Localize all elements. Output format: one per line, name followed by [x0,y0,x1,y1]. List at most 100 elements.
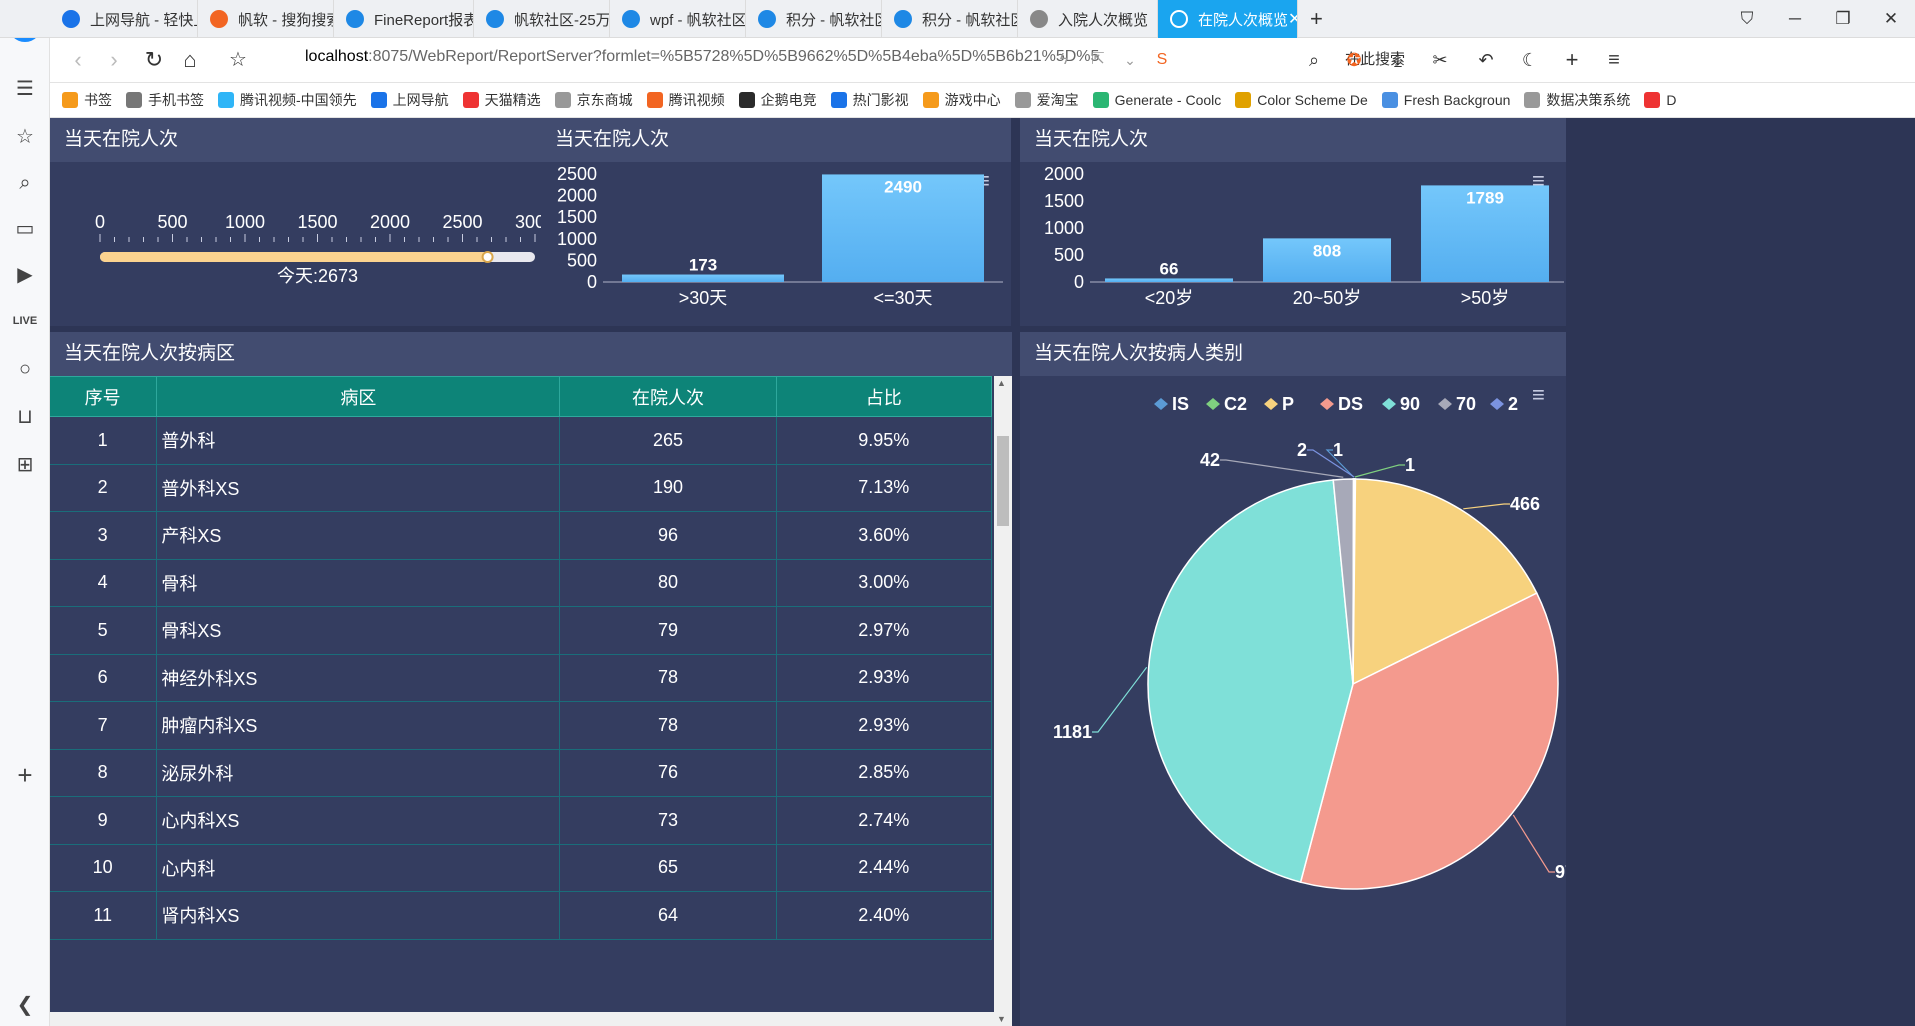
bookmark-item[interactable]: 企鹅电竞 [738,90,817,110]
bar[interactable] [1421,185,1549,282]
share-icon[interactable]: ⇱ [1091,51,1105,68]
column-header[interactable]: 在院人次 [559,376,777,417]
close-tab-icon[interactable]: ✕ [1288,9,1297,29]
table-row[interactable]: 10 心内科 65 2.44% [50,843,993,892]
game-icon[interactable]: ✪ [1346,50,1362,70]
bookmark-item[interactable]: D [1644,92,1677,108]
pie-slice[interactable] [1299,592,1559,890]
undo-icon[interactable]: ↶ [1478,50,1494,70]
tab-6[interactable]: 积分 - 帆软社区 [746,0,882,38]
bar[interactable] [822,174,984,282]
collapse-icon[interactable]: ❮ [16,994,34,1016]
new-tab-button[interactable]: + [1310,6,1323,31]
chevron-down-icon[interactable]: ⌄ [1124,52,1136,68]
scroll-down-icon[interactable]: ▼ [997,1014,1006,1024]
tab-1[interactable]: 上网导航 - 轻快上 [50,0,198,38]
bar[interactable] [1105,278,1233,282]
legend-label[interactable]: C2 [1224,394,1247,414]
pie-slice[interactable] [1352,478,1356,685]
column-header[interactable]: 病区 [156,376,561,417]
restore-icon[interactable]: ❐ [1835,9,1851,28]
table-row[interactable]: 6 神经外科XS 78 2.93% [50,653,993,702]
cart-icon[interactable]: ⊔ [17,406,33,428]
book-icon[interactable]: ▭ [15,218,35,240]
table-row[interactable]: 11 肾内科XS 64 2.40% [50,891,993,940]
table-row[interactable]: 5 骨科XS 79 2.97% [50,606,993,655]
table-row[interactable]: 8 泌尿外科 76 2.85% [50,748,993,797]
bookmark-item[interactable]: 腾讯视频-中国领先 [218,90,357,110]
bookmark-item[interactable]: Generate - Coolc [1092,92,1221,108]
reading-list-icon[interactable]: ☰ [16,78,34,100]
vertical-scrollbar[interactable]: ▲ ▼ [994,376,1012,1026]
video-icon[interactable]: ▶ [17,264,33,286]
legend-label[interactable]: DS [1338,394,1363,414]
table-row[interactable]: 4 骨科 80 3.00% [50,558,993,607]
bar[interactable] [622,274,784,282]
search-icon[interactable]: ⌕ [19,172,31,194]
shirt-icon[interactable]: ⛉ [1740,9,1754,28]
legend-marker[interactable] [1382,398,1396,410]
table-row[interactable]: 2 普外科XS 190 7.13% [50,463,993,512]
bookmark-item[interactable]: 爱淘宝 [1014,90,1079,110]
legend-label[interactable]: 90 [1400,394,1420,414]
sogou-engine-icon[interactable]: S [1156,51,1168,68]
tab-9[interactable]: 在院人次概览✕ [1158,0,1298,38]
bookmark-star-icon[interactable]: ☆ [229,49,247,71]
pie-slice[interactable] [1352,478,1538,686]
url-field[interactable]: localhost:8075/WebReport/ReportServer?fo… [305,48,1265,72]
legend-marker[interactable] [1320,398,1334,410]
bookmark-item[interactable]: 热门影视 [830,90,909,110]
tab-7[interactable]: 积分 - 帆软社区 [882,0,1018,38]
tab-4[interactable]: 帆软社区-25万报 [474,0,610,38]
gauge-handle[interactable] [481,251,494,263]
new-tab-icon[interactable]: + [1565,47,1579,72]
bookmark-item[interactable]: Fresh Backgroun [1381,92,1510,108]
tab-2[interactable]: 帆软 - 搜狗搜索 [198,0,334,38]
menu-icon[interactable]: ≡ [1608,49,1620,71]
lightning-icon[interactable]: ϟ [1059,51,1069,68]
table-row[interactable]: 7 肿瘤内科XS 78 2.93% [50,701,993,750]
live-icon[interactable]: LIVE [12,315,38,327]
moon-icon[interactable]: ☾ [1521,50,1539,70]
legend-marker[interactable] [1264,398,1278,410]
refresh-icon[interactable]: ↻ [144,47,164,72]
legend-label[interactable]: P [1282,394,1294,414]
bookmark-item[interactable]: 上网导航 [370,90,449,110]
table-row[interactable]: 1 普外科 265 9.95% [50,416,993,465]
tab-8[interactable]: 入院人次概览 [1018,0,1158,38]
bookmark-item[interactable]: 书签 [62,90,112,110]
legend-marker[interactable] [1154,398,1168,410]
tab-3[interactable]: FineReport报表✕ [334,0,474,38]
horizontal-scrollbar[interactable] [50,1012,994,1026]
bar[interactable] [1263,238,1391,282]
legend-label[interactable]: 2 [1508,394,1518,414]
legend-marker[interactable] [1438,398,1452,410]
hamburger-menu-icon[interactable]: ≡ [1532,382,1545,407]
bookmark-item[interactable]: 游戏中心 [922,90,1001,110]
close-window-icon[interactable]: ✕ [1883,9,1899,28]
scissors-icon[interactable]: ✂ [1432,50,1448,70]
back-icon[interactable]: ‹ [74,47,82,72]
legend-label[interactable]: IS [1172,394,1189,414]
tab-5[interactable]: wpf - 帆软社区 [610,0,746,38]
search-input[interactable]: 在此搜索 [1345,51,1406,68]
chat-icon[interactable]: ○ [18,358,32,380]
bookmark-item[interactable]: 数据决策系统 [1524,90,1630,110]
search-submit-icon[interactable]: ⌕ [1308,50,1320,70]
table-row[interactable]: 3 产科XS 96 3.60% [50,511,993,560]
legend-marker[interactable] [1490,398,1504,410]
column-header[interactable]: 序号 [50,376,158,417]
translate-icon[interactable]: ⊞ [16,454,34,476]
bookmark-item[interactable]: 京东商城 [554,90,633,110]
bookmark-item[interactable]: 腾讯视频 [646,90,725,110]
home-icon[interactable]: ⌂ [183,47,197,72]
legend-marker[interactable] [1206,398,1220,410]
bookmark-item[interactable]: 手机书签 [126,90,204,110]
scroll-thumb[interactable] [997,436,1009,526]
minimize-icon[interactable]: ─ [1788,9,1802,28]
table-row[interactable]: 9 心内科XS 73 2.74% [50,796,993,845]
download-icon[interactable]: ⤓ [1394,50,1402,70]
forward-icon[interactable]: › [110,47,118,72]
legend-label[interactable]: 70 [1456,394,1476,414]
column-header[interactable]: 占比 [775,376,993,417]
